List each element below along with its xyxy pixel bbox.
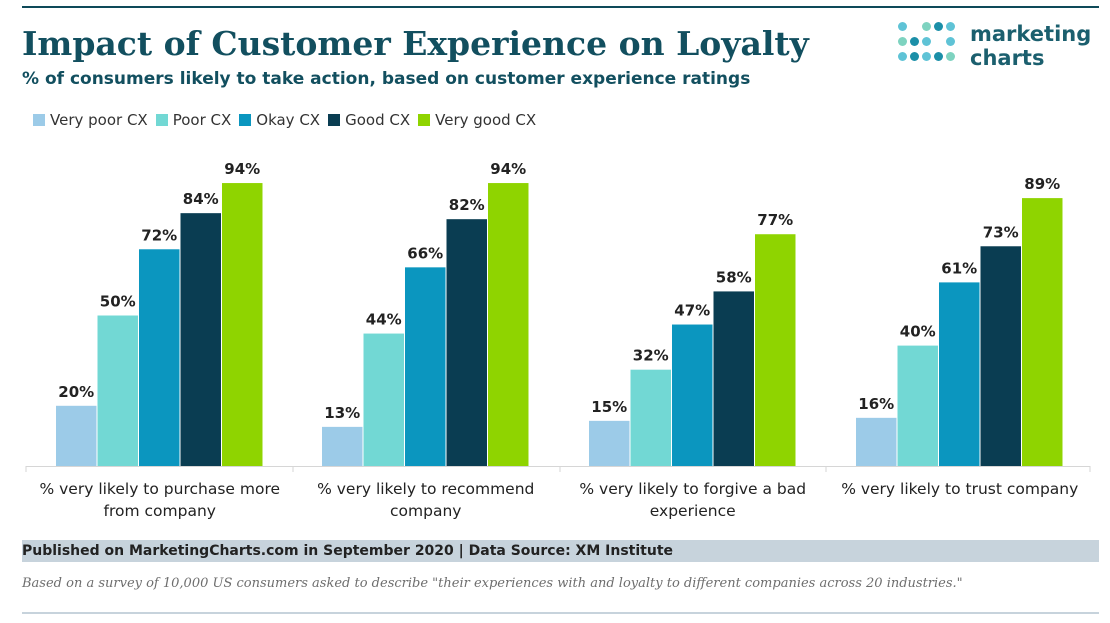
bar (589, 420, 630, 466)
data-label: 84% (183, 190, 219, 208)
data-label: 50% (100, 293, 136, 311)
data-label: 20% (58, 383, 94, 401)
bar (856, 417, 897, 466)
bar (630, 369, 671, 466)
legend-swatch (155, 114, 168, 126)
data-label: 72% (141, 226, 177, 244)
legend-item: Okay CX (239, 111, 320, 129)
bar (363, 333, 404, 466)
logo-word-1: marketing (970, 22, 1092, 46)
legend-item: Very good CX (418, 111, 536, 129)
legend-label: Very good CX (435, 111, 537, 129)
footer-bar (22, 540, 1099, 562)
chart-title: Impact of Customer Experience on Loyalty (22, 24, 809, 63)
top-rule (22, 6, 1099, 8)
bar (672, 324, 713, 466)
logo-dot (922, 22, 931, 31)
logo-dot (898, 22, 907, 31)
logo-dot (910, 52, 919, 61)
legend-item: Very poor CX (33, 111, 148, 129)
survey-note: Based on a survey of 10,000 US consumers… (22, 576, 963, 591)
legend-swatch (33, 114, 45, 126)
logo-dot (946, 22, 955, 31)
data-label: 73% (983, 223, 1019, 241)
category-label: % very likely to forgive a bad (579, 480, 806, 498)
bar (1022, 198, 1063, 467)
chart-legend: Very poor CX Poor CX Okay CX Good CX Very go… (33, 110, 544, 130)
data-label: 77% (757, 211, 793, 229)
data-label: 94% (490, 160, 526, 178)
data-label: 89% (1024, 175, 1060, 193)
bar (405, 267, 446, 466)
legend-swatch (418, 114, 431, 126)
bar (180, 213, 221, 466)
category-label: % very likely to purchase more (39, 480, 280, 498)
bar (97, 315, 138, 466)
logo-dots-icon (898, 22, 960, 74)
source-credit: Published on MarketingCharts.com in Sept… (22, 543, 674, 559)
data-label: 32% (633, 347, 669, 365)
bar (446, 219, 487, 466)
bar (222, 183, 263, 466)
data-label: 47% (674, 302, 710, 320)
logo-dot (946, 52, 955, 61)
bar (488, 183, 529, 466)
legend-label: Very poor CX (50, 111, 148, 129)
logo-dot (934, 52, 943, 61)
bar (56, 405, 97, 466)
data-label: 44% (366, 311, 402, 329)
bar (980, 246, 1021, 466)
data-label: 61% (941, 259, 977, 277)
bar (139, 249, 180, 466)
category-label: from company (104, 502, 216, 520)
legend-swatch (239, 114, 252, 126)
data-label: 58% (716, 268, 752, 286)
logo-dot (922, 37, 931, 46)
data-label: 82% (449, 196, 485, 214)
logo-word-2: charts (970, 46, 1045, 70)
data-label: 94% (224, 160, 260, 178)
data-label: 66% (407, 244, 443, 262)
category-label: % very likely to recommend (317, 480, 534, 498)
legend-swatch (328, 114, 341, 126)
logo-dot (898, 52, 907, 61)
logo-dot (910, 37, 919, 46)
bar (897, 345, 938, 466)
bar (939, 282, 980, 466)
logo-dot (946, 37, 955, 46)
bar (713, 291, 754, 466)
logo-dot (934, 22, 943, 31)
category-label: experience (650, 502, 736, 520)
bar (322, 426, 363, 466)
chart-subtitle: % of consumers likely to take action, ba… (22, 69, 751, 89)
bottom-rule (22, 612, 1099, 614)
logo-dot (898, 37, 907, 46)
bar-chart: 20% 50% 72% 84% 94% % very likely to purchase… (25, 160, 1091, 520)
category-label: company (390, 502, 461, 520)
data-label: 16% (858, 395, 894, 413)
marketingcharts-logo[interactable]: marketing charts (898, 18, 1098, 78)
legend-label: Okay CX (256, 111, 321, 129)
legend-item: Poor CX (155, 111, 232, 129)
legend-label: Poor CX (172, 111, 232, 129)
bar (755, 234, 796, 466)
legend-label: Good CX (345, 111, 411, 129)
data-label: 13% (324, 404, 360, 422)
category-label: % very likely to trust company (841, 480, 1078, 498)
logo-dot (922, 52, 931, 61)
data-label: 40% (900, 323, 936, 341)
data-label: 15% (591, 398, 627, 416)
legend-item: Good CX (328, 111, 410, 129)
